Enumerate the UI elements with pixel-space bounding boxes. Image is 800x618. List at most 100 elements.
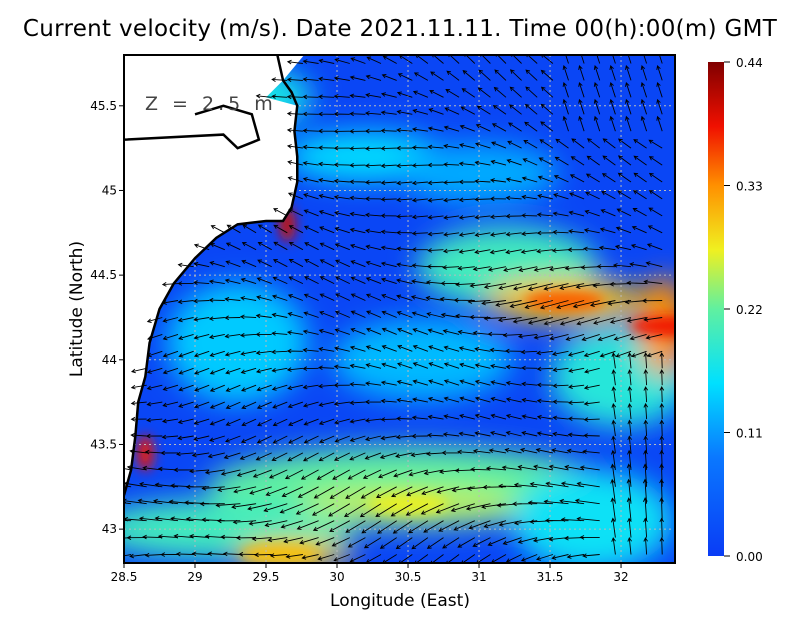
velocity-arrow — [648, 207, 663, 217]
velocity-arrow — [225, 401, 241, 409]
velocity-arrow — [457, 537, 476, 548]
velocity-arrow — [583, 433, 600, 438]
x-tick-label: 30.5 — [395, 570, 422, 584]
velocity-arrow — [130, 384, 147, 390]
y-tick-label: 43 — [102, 522, 117, 536]
velocity-arrow — [161, 282, 179, 287]
velocity-arrow — [487, 331, 507, 337]
velocity-arrow — [286, 367, 303, 372]
velocity-arrow — [366, 327, 382, 335]
velocity-arrow — [240, 367, 257, 374]
velocity-arrow — [521, 381, 538, 387]
velocity-arrow — [627, 419, 633, 437]
velocity-arrow — [446, 70, 460, 81]
velocity-arrow — [349, 418, 366, 424]
velocity-arrow — [194, 401, 210, 409]
velocity-arrow — [504, 447, 522, 454]
velocity-arrow — [536, 350, 553, 356]
velocity-arrow — [264, 520, 288, 528]
velocity-arrow — [215, 503, 241, 508]
velocity-arrow — [617, 190, 632, 200]
velocity-arrow — [521, 397, 538, 403]
velocity-arrow — [458, 249, 475, 254]
velocity-arrow — [580, 265, 600, 270]
velocity-arrow — [349, 211, 366, 217]
velocity-arrow — [505, 195, 522, 201]
velocity-arrow — [366, 310, 382, 318]
velocity-arrow — [162, 401, 179, 408]
velocity-arrow — [406, 486, 429, 497]
velocity-arrow — [381, 362, 397, 369]
velocity-arrow — [505, 430, 522, 437]
velocity-arrow — [536, 382, 553, 388]
velocity-arrow — [344, 503, 366, 517]
velocity-arrow — [304, 259, 319, 268]
speed-region — [167, 282, 308, 403]
colorbar-tick-label: 0.22 — [736, 303, 763, 317]
velocity-arrow — [380, 261, 397, 268]
velocity-arrow — [554, 156, 569, 166]
velocity-arrow — [257, 418, 272, 427]
velocity-arrow — [625, 115, 632, 132]
velocity-arrow — [303, 435, 319, 444]
velocity-arrow — [578, 115, 585, 132]
velocity-arrow — [465, 503, 491, 511]
velocity-arrow — [483, 520, 507, 529]
velocity-arrow — [350, 327, 366, 335]
velocity-arrow — [397, 344, 413, 352]
velocity-arrow — [459, 379, 475, 386]
velocity-arrow — [474, 232, 491, 238]
y-tick-label: 44.5 — [90, 268, 117, 282]
velocity-arrow — [318, 177, 335, 183]
velocity-arrow — [247, 503, 272, 511]
velocity-arrow — [209, 367, 225, 375]
velocity-arrow — [329, 520, 351, 532]
velocity-arrow — [396, 180, 413, 186]
velocity-arrow — [642, 497, 648, 521]
velocity-arrow — [380, 435, 397, 441]
velocity-arrow — [303, 209, 319, 217]
velocity-arrow — [185, 516, 210, 522]
velocity-arrow — [536, 230, 553, 236]
velocity-arrow — [347, 469, 366, 480]
velocity-arrow — [283, 537, 303, 544]
velocity-arrow — [199, 501, 225, 507]
velocity-arrow — [208, 333, 225, 340]
velocity-arrow — [362, 469, 382, 479]
velocity-arrow — [271, 367, 288, 373]
velocity-arrow — [379, 537, 397, 549]
velocity-arrow — [643, 317, 663, 322]
velocity-arrow — [525, 86, 538, 98]
velocity-arrow — [302, 329, 319, 335]
velocity-arrow — [257, 241, 272, 251]
velocity-arrow — [318, 452, 335, 462]
velocity-arrow — [365, 74, 382, 81]
velocity-arrow — [648, 156, 663, 166]
velocity-arrow — [474, 346, 491, 352]
velocity-arrow — [318, 145, 335, 151]
velocity-arrow — [319, 226, 335, 234]
velocity-arrow — [583, 246, 600, 252]
velocity-arrow — [126, 465, 147, 471]
velocity-arrow — [475, 124, 491, 132]
velocity-arrow — [302, 94, 319, 100]
velocity-arrow — [559, 317, 585, 326]
velocity-arrow — [586, 138, 600, 149]
velocity-arrow — [627, 55, 632, 64]
velocity-arrow — [505, 249, 522, 255]
velocity-arrow — [178, 367, 194, 375]
velocity-arrow — [222, 551, 241, 557]
velocity-arrow — [377, 520, 397, 534]
velocity-arrow — [161, 418, 179, 424]
velocity-arrow — [565, 333, 585, 341]
velocity-arrow — [152, 498, 179, 505]
velocity-arrow — [286, 348, 303, 354]
velocity-arrow — [509, 86, 522, 98]
velocity-arrow — [459, 362, 475, 369]
velocity-arrow — [349, 129, 366, 134]
x-axis-label: Longitude (East) — [330, 591, 470, 611]
velocity-arrow — [288, 208, 304, 217]
velocity-arrow — [602, 138, 616, 149]
velocity-arrow — [529, 481, 553, 488]
velocity-arrow — [482, 484, 507, 490]
